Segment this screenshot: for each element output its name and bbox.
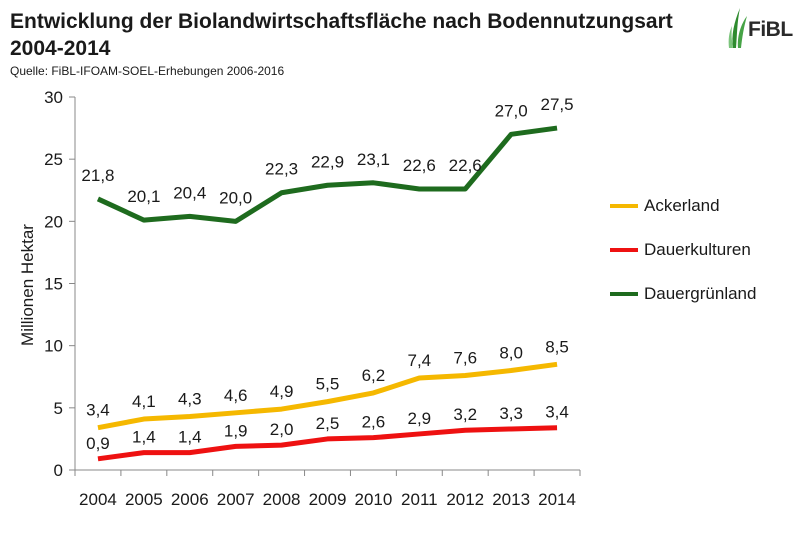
data-label-dauerkulturen: 1,4 — [178, 428, 202, 447]
y-axis-label: Millionen Hektar — [18, 224, 37, 346]
x-tick-label: 2011 — [401, 490, 438, 509]
legend-label: Dauergrünland — [644, 284, 757, 303]
y-tick-label: 15 — [44, 275, 63, 294]
chart-legend: Ackerland Dauerkulturen Dauergrünland — [610, 195, 756, 327]
series-line-dauerkulturen — [97, 425, 558, 462]
series-line-dauergruenland — [96, 125, 558, 224]
data-label-ackerland: 5,5 — [316, 375, 340, 394]
data-label-ackerland: 4,1 — [132, 392, 156, 411]
legend-label: Ackerland — [644, 196, 720, 215]
y-tick-label: 30 — [44, 88, 63, 107]
x-tick-label: 2010 — [354, 490, 392, 509]
data-label-dauerkulturen: 0,9 — [86, 434, 110, 453]
x-tick-label: 2013 — [492, 490, 530, 509]
data-label-dauergruenland: 20,4 — [173, 183, 206, 202]
series-lines — [96, 125, 558, 462]
data-label-ackerland: 6,2 — [362, 366, 386, 385]
legend-swatch — [610, 248, 638, 252]
data-label-dauergruenland: 20,1 — [127, 187, 160, 206]
data-label-dauerkulturen: 2,9 — [407, 409, 431, 428]
data-label-dauerkulturen: 3,4 — [545, 403, 569, 422]
data-label-ackerland: 8,0 — [499, 344, 523, 363]
data-label-dauergruenland: 23,1 — [357, 150, 390, 169]
data-label-dauergruenland: 21,8 — [81, 166, 114, 185]
chart-title-line-1: Entwicklung der Biolandwirtschaftsfläche… — [10, 10, 673, 33]
data-labels: 3,4 4,1 4,3 4,6 4,9 5,5 6,2 7,4 7,6 8,0 8,5 0,9 1,4 1… — [81, 95, 573, 453]
chart-source: Quelle: FiBL-IFOAM-SOEL-Erhebungen 2006-… — [10, 64, 285, 78]
data-label-ackerland: 4,3 — [178, 390, 202, 409]
y-tick-label: 10 — [44, 337, 63, 356]
data-label-dauergruenland: 22,9 — [311, 152, 344, 171]
data-label-dauergruenland: 22,6 — [449, 156, 482, 175]
x-tick-label: 2007 — [217, 490, 255, 509]
x-axis: 2004 2005 2006 2007 2008 2009 2010 2011 2012 2013… — [74, 469, 581, 509]
data-label-dauerkulturen: 3,2 — [453, 405, 477, 424]
legend-swatch — [610, 204, 638, 208]
data-label-dauergruenland: 27,5 — [540, 95, 573, 114]
legend-item-ackerland: Ackerland — [610, 195, 756, 217]
x-tick-label: 2009 — [309, 490, 347, 509]
y-tick-label: 25 — [44, 150, 63, 169]
y-tick-label: 5 — [54, 399, 63, 418]
y-tick-label: 0 — [54, 461, 63, 480]
data-label-ackerland: 3,4 — [86, 401, 110, 420]
legend-swatch — [610, 292, 638, 296]
x-tick-label: 2006 — [171, 490, 209, 509]
legend-item-dauergruenland: Dauergrünland — [610, 283, 756, 305]
legend-label: Dauerkulturen — [644, 240, 751, 259]
y-tick-label: 20 — [44, 212, 63, 231]
y-axis: 0 5 10 15 20 25 30 — [44, 88, 76, 480]
data-label-ackerland: 8,5 — [545, 337, 569, 356]
x-tick-label: 2005 — [125, 490, 163, 509]
fibl-logo: FiBL — [727, 2, 800, 50]
series-line-ackerland — [97, 361, 558, 431]
data-label-dauerkulturen: 1,9 — [224, 421, 248, 440]
chart-title: Entwicklung der Biolandwirtschaftsfläche… — [10, 8, 690, 62]
fibl-logo-text: FiBL — [748, 18, 793, 41]
data-label-dauergruenland: 22,3 — [265, 160, 298, 179]
data-label-ackerland: 4,9 — [270, 382, 294, 401]
data-label-dauerkulturen: 3,3 — [499, 404, 523, 423]
fibl-leaf-icon — [728, 8, 747, 48]
data-label-ackerland: 7,4 — [407, 351, 431, 370]
data-label-dauerkulturen: 2,5 — [316, 414, 340, 433]
data-label-dauergruenland: 27,0 — [495, 101, 528, 120]
data-label-ackerland: 4,6 — [224, 386, 248, 405]
data-label-ackerland: 7,6 — [453, 349, 477, 368]
x-tick-label: 2012 — [446, 490, 484, 509]
legend-item-dauerkulturen: Dauerkulturen — [610, 239, 756, 261]
data-label-dauerkulturen: 2,6 — [362, 413, 386, 432]
x-tick-label: 2014 — [538, 490, 576, 509]
data-label-dauergruenland: 20,0 — [219, 188, 252, 207]
data-label-dauerkulturen: 1,4 — [132, 428, 156, 447]
data-label-dauergruenland: 22,6 — [403, 156, 436, 175]
data-label-dauerkulturen: 2,0 — [270, 420, 294, 439]
chart-title-line-2: 2004-2014 — [10, 37, 111, 60]
x-tick-label: 2008 — [263, 490, 301, 509]
x-tick-label: 2004 — [79, 490, 117, 509]
